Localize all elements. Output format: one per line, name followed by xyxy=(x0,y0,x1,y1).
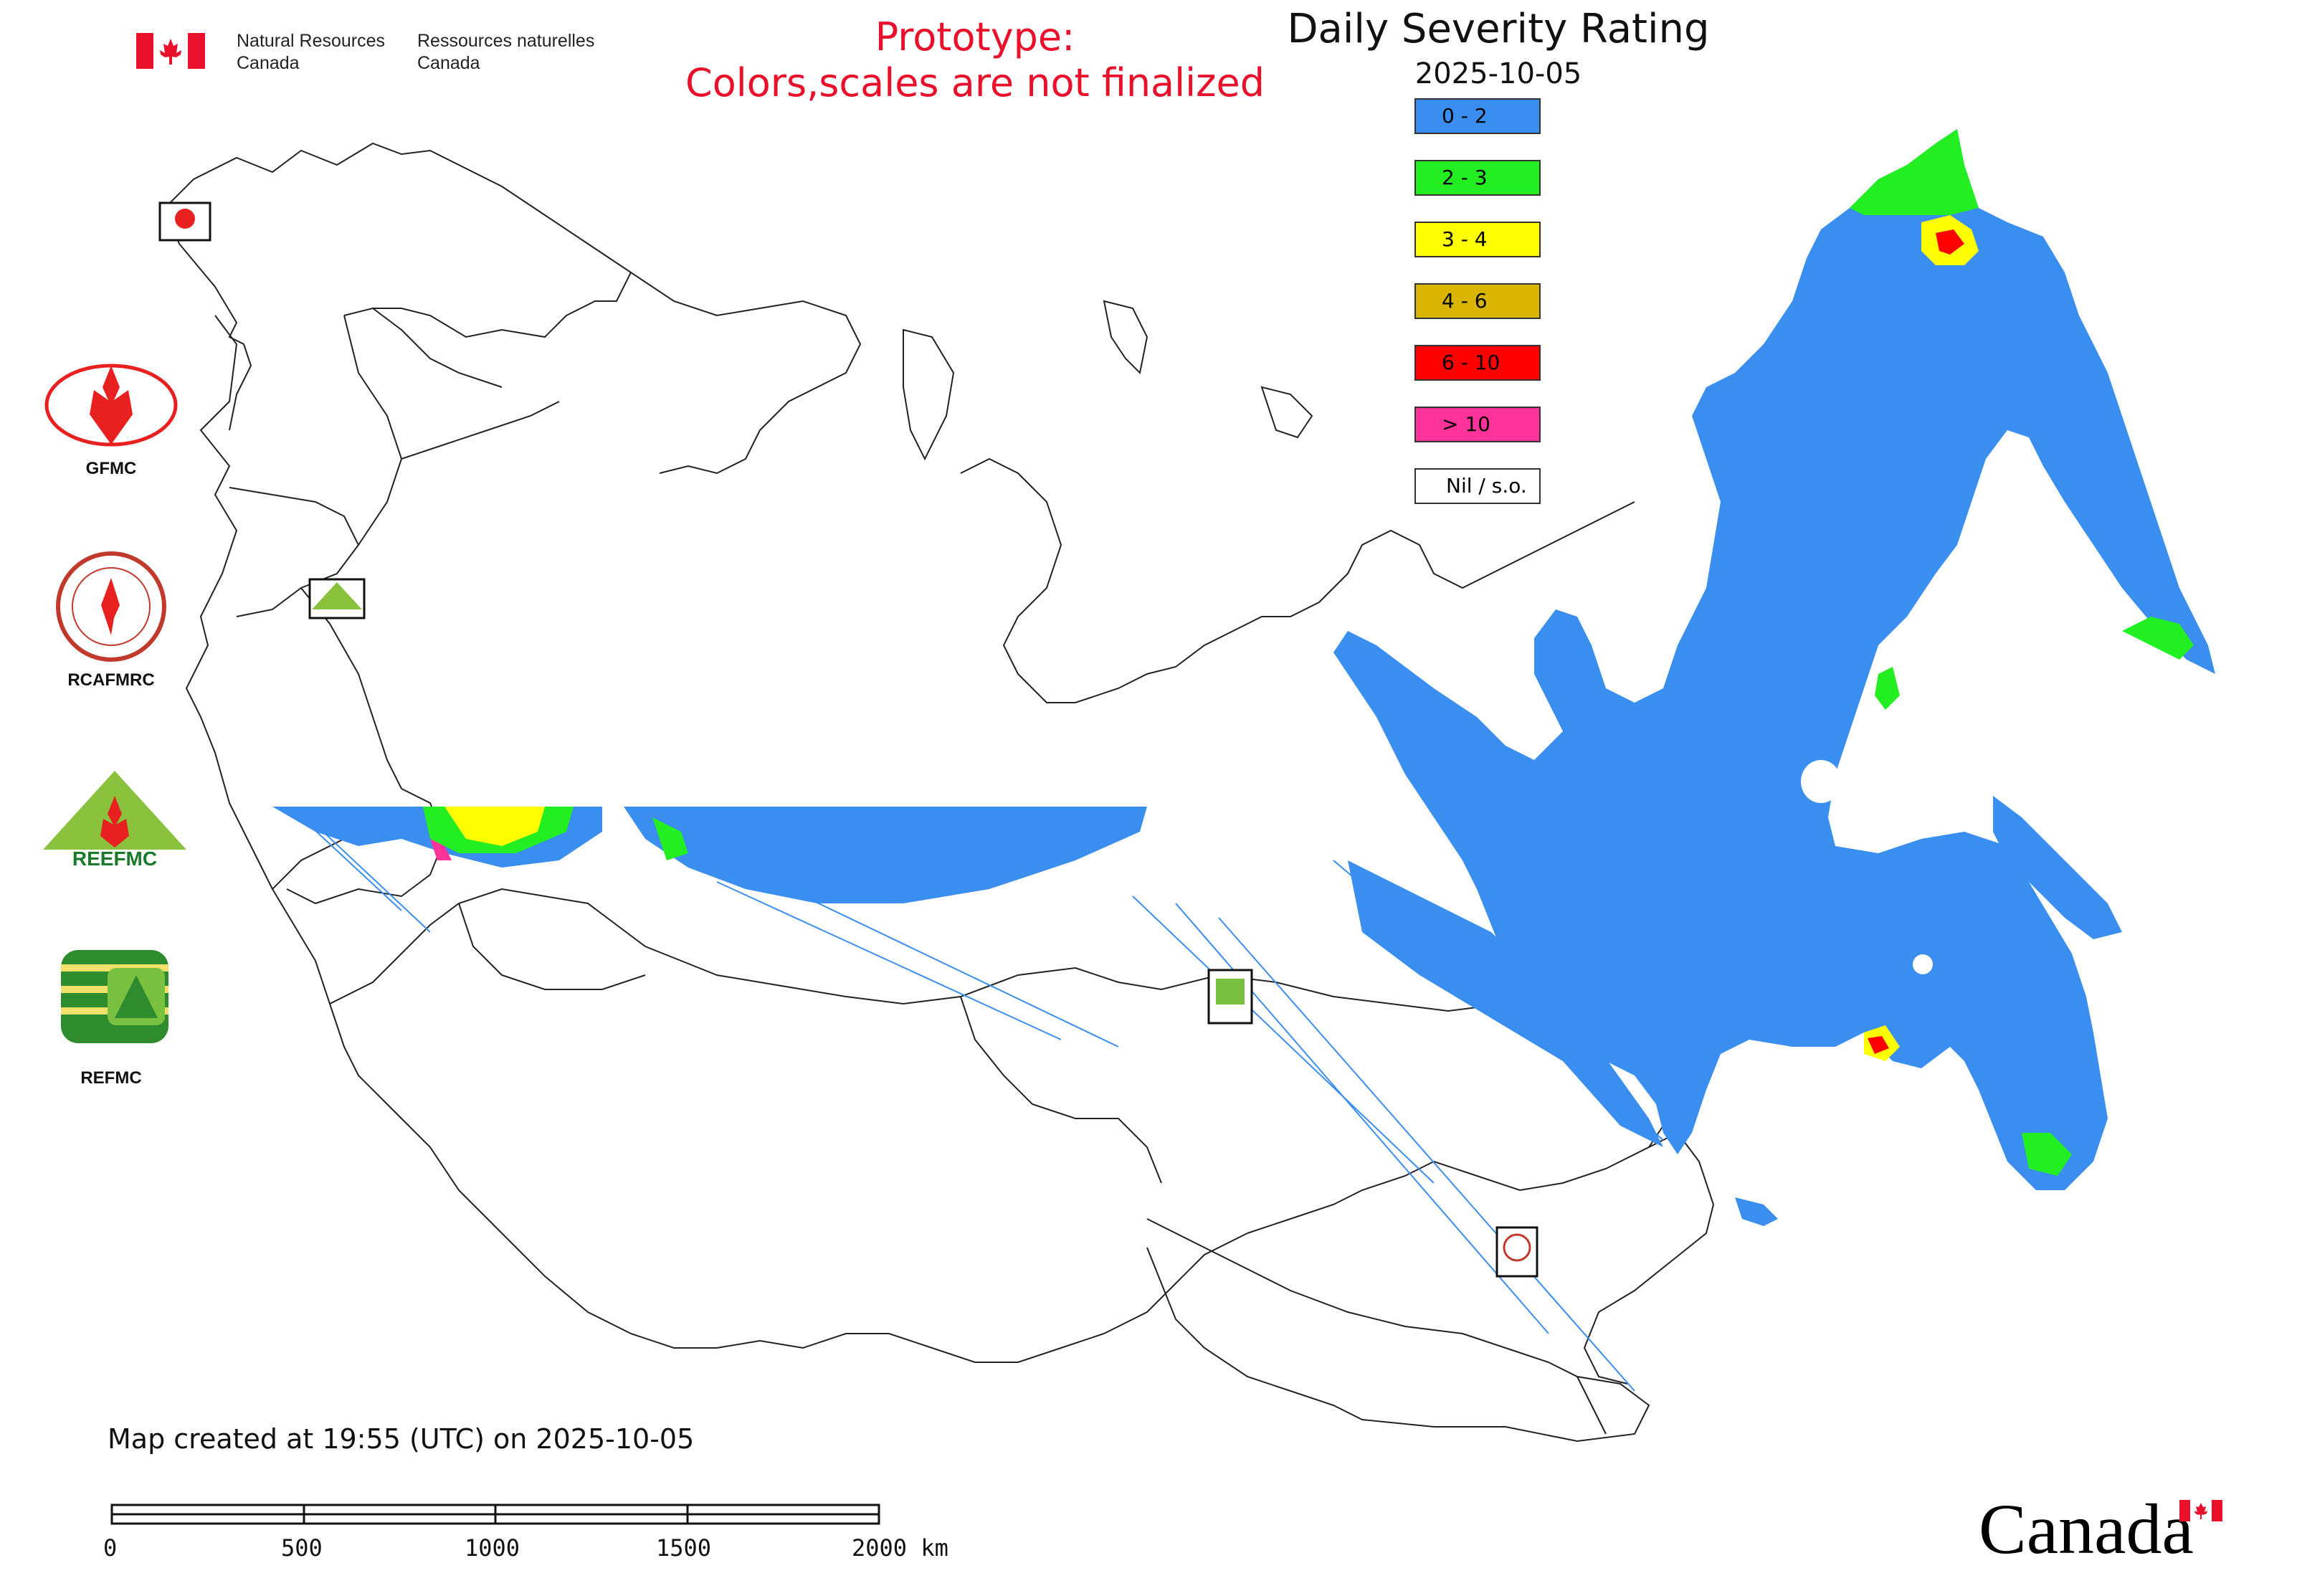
scale-label-1500: 1500 xyxy=(656,1534,712,1562)
canada-wordmark-text: Canada xyxy=(1979,1489,2194,1569)
dsr-fill-fareast xyxy=(1333,129,2215,1226)
internal-border xyxy=(343,315,403,546)
dsr-fill-west xyxy=(272,807,1147,903)
wordmark-flag-icon xyxy=(2179,1500,2222,1521)
severnaya-zemlya xyxy=(1103,300,1148,375)
kazakhstan-south-border xyxy=(630,1232,1248,1363)
nrcan-en-line1: Natural Resources xyxy=(237,31,386,51)
dsr-fill-south xyxy=(1348,860,1663,1147)
map-logo-markers xyxy=(158,201,1538,1278)
kazakhstan-north-border xyxy=(329,888,1506,1012)
nrcan-fr-line2: Canada xyxy=(417,53,480,73)
legend-item-2: 3 - 4 xyxy=(1414,222,1541,257)
legend-item-3: 4 - 6 xyxy=(1414,283,1541,319)
internal-border xyxy=(1576,1376,1607,1435)
legend-item-1: 2 - 3 xyxy=(1414,160,1541,196)
scale-label-2000: 2000 km xyxy=(852,1534,948,1562)
arctic-coast-west xyxy=(630,272,862,475)
canada-flag-icon xyxy=(136,33,205,69)
arctic-island xyxy=(1260,386,1313,439)
china-border xyxy=(1433,1131,1715,1384)
internal-border xyxy=(458,903,646,990)
legend-item-6: Nil / s.o. xyxy=(1414,468,1541,504)
prototype-line2: Colors,scales are not finalized xyxy=(685,60,1265,105)
internal-border xyxy=(960,996,1162,1184)
legend-label: 6 - 10 xyxy=(1442,351,1500,374)
legend-label: 0 - 2 xyxy=(1442,104,1488,128)
country-borders xyxy=(164,142,1721,1443)
internal-border xyxy=(372,308,503,388)
legend-label: > 10 xyxy=(1442,412,1490,436)
gfmc-logo-icon xyxy=(44,364,178,447)
reefmc-logo-icon: REEFMC xyxy=(43,771,186,870)
nordic-coast xyxy=(164,142,632,338)
mongolia-border xyxy=(1146,1218,1650,1443)
legend-item-4: 6 - 10 xyxy=(1414,345,1541,381)
dsr-streaks xyxy=(300,817,1664,1392)
canada-wordmark: Canada xyxy=(1979,1488,2194,1570)
prototype-notice: Prototype: Colors,scales are not finaliz… xyxy=(631,14,1319,106)
refmc-logo-icon xyxy=(61,950,168,1043)
scale-label-1000: 1000 xyxy=(465,1534,520,1562)
rcafmrc-logo-icon xyxy=(56,551,166,662)
caspian-border xyxy=(329,1003,632,1334)
internal-border xyxy=(401,401,560,460)
scale-label-0: 0 xyxy=(103,1534,118,1562)
legend-label: Nil / s.o. xyxy=(1446,474,1527,498)
refmc-label: REFMC xyxy=(80,1068,142,1088)
nrcan-fr-line1: Ressources naturelles xyxy=(417,31,595,51)
nrcan-en-line2: Canada xyxy=(237,53,300,73)
legend-item-0: 0 - 2 xyxy=(1414,98,1541,134)
scale-bar xyxy=(110,1504,880,1525)
legend-label: 2 - 3 xyxy=(1442,166,1488,189)
finland-border xyxy=(164,207,252,431)
arctic-coast-central xyxy=(960,457,1635,703)
gfmc-label: GFMC xyxy=(85,459,137,478)
ukraine-border xyxy=(286,788,446,905)
nrcan-signature: Natural Resources Canada Ressources natu… xyxy=(136,27,609,77)
kyrgyz-border xyxy=(1247,1161,1435,1234)
map-title: Daily Severity Rating xyxy=(1287,6,1710,52)
novaya-zemlya xyxy=(903,328,955,461)
map-date: 2025-10-05 xyxy=(1414,57,1582,90)
legend-item-5: > 10 xyxy=(1414,407,1541,442)
rcafmrc-label: RCAFMRC xyxy=(67,670,155,690)
map-created-text: Map created at 19:55 (UTC) on 2025-10-05 xyxy=(108,1423,695,1455)
legend-label: 4 - 6 xyxy=(1442,289,1488,313)
prototype-line1: Prototype: xyxy=(875,14,1075,60)
legend-label: 3 - 4 xyxy=(1442,227,1488,251)
nrcan-name-en: Natural Resources Canada xyxy=(237,30,385,75)
nrcan-name-fr: Ressources naturelles Canada xyxy=(417,30,594,75)
scale-label-500: 500 xyxy=(281,1534,323,1562)
reefmc-logo-text: REEFMC xyxy=(72,847,157,870)
